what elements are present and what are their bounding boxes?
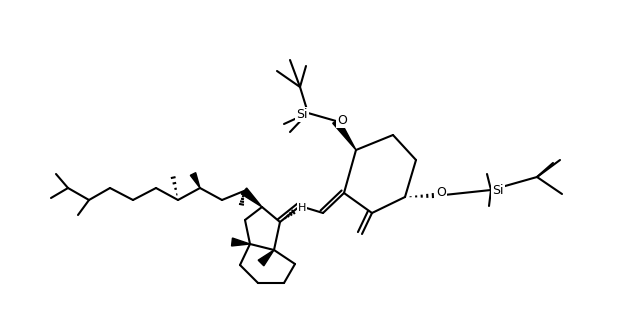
Text: H: H: [298, 203, 306, 213]
Text: O: O: [337, 113, 347, 126]
Text: O: O: [436, 185, 446, 198]
Text: Si: Si: [492, 185, 503, 198]
Text: Si: Si: [296, 107, 308, 120]
Polygon shape: [190, 173, 200, 188]
Polygon shape: [258, 250, 274, 266]
Polygon shape: [231, 238, 250, 246]
Polygon shape: [333, 119, 356, 150]
Polygon shape: [241, 188, 262, 207]
